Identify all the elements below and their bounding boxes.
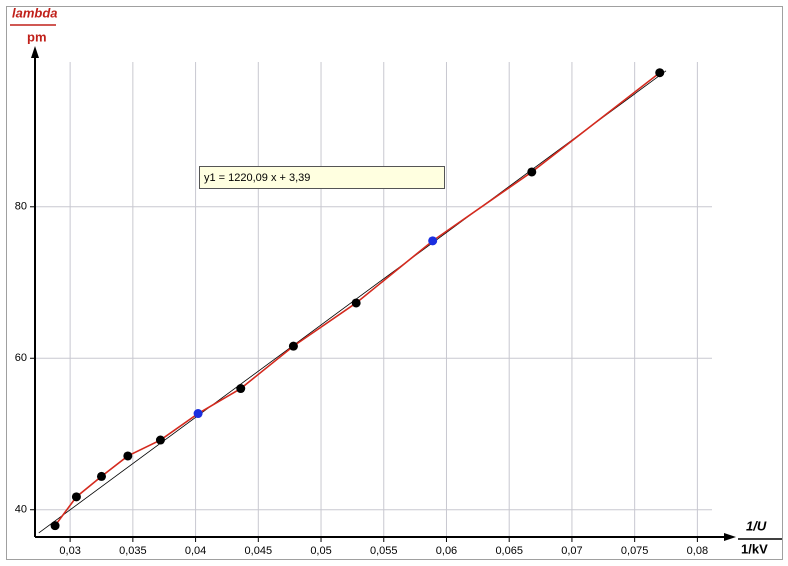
x-tick-label: 0,075 (621, 545, 649, 557)
x-tick-label: 0,08 (687, 545, 708, 557)
x-tick-label: 0,06 (436, 545, 457, 557)
data-point (71, 492, 81, 502)
y-tick-label: 80 (15, 201, 27, 213)
data-point (351, 298, 361, 308)
data-point (123, 451, 133, 461)
data-point (236, 384, 246, 394)
plot (38, 68, 667, 534)
data-point (96, 471, 106, 481)
x-axis-unit: 1/kV (741, 541, 768, 556)
data-point (527, 167, 537, 177)
data-point (288, 341, 298, 351)
data-point (193, 409, 203, 419)
x-tick-label: 0,045 (245, 545, 273, 557)
y-tick-label: 40 (15, 504, 27, 516)
fit-label: y1 = 1220,09 x + 3,39 (204, 172, 310, 184)
frame (6, 6, 783, 560)
data-point (655, 68, 665, 78)
grid (30, 62, 712, 542)
x-tick-label: 0,07 (561, 545, 582, 557)
y-axis-unit: pm (27, 29, 47, 44)
x-tick-label: 0,05 (310, 545, 331, 557)
x-axis-label: 1/U (746, 518, 767, 533)
data-point (155, 435, 165, 445)
y-axis-label: lambda (12, 5, 58, 20)
x-tick-label: 0,035 (119, 545, 147, 557)
x-tick-label: 0,03 (59, 545, 80, 557)
data-line (54, 72, 661, 527)
x-tick-label: 0,055 (370, 545, 398, 557)
data-point (428, 236, 438, 246)
y-tick-label: 60 (15, 352, 27, 364)
x-tick-label: 0,065 (495, 545, 523, 557)
x-tick-label: 0,04 (185, 545, 206, 557)
fit-box (199, 166, 445, 189)
x-arrow (724, 533, 736, 541)
data-point (50, 521, 60, 531)
y-arrow (31, 46, 39, 58)
